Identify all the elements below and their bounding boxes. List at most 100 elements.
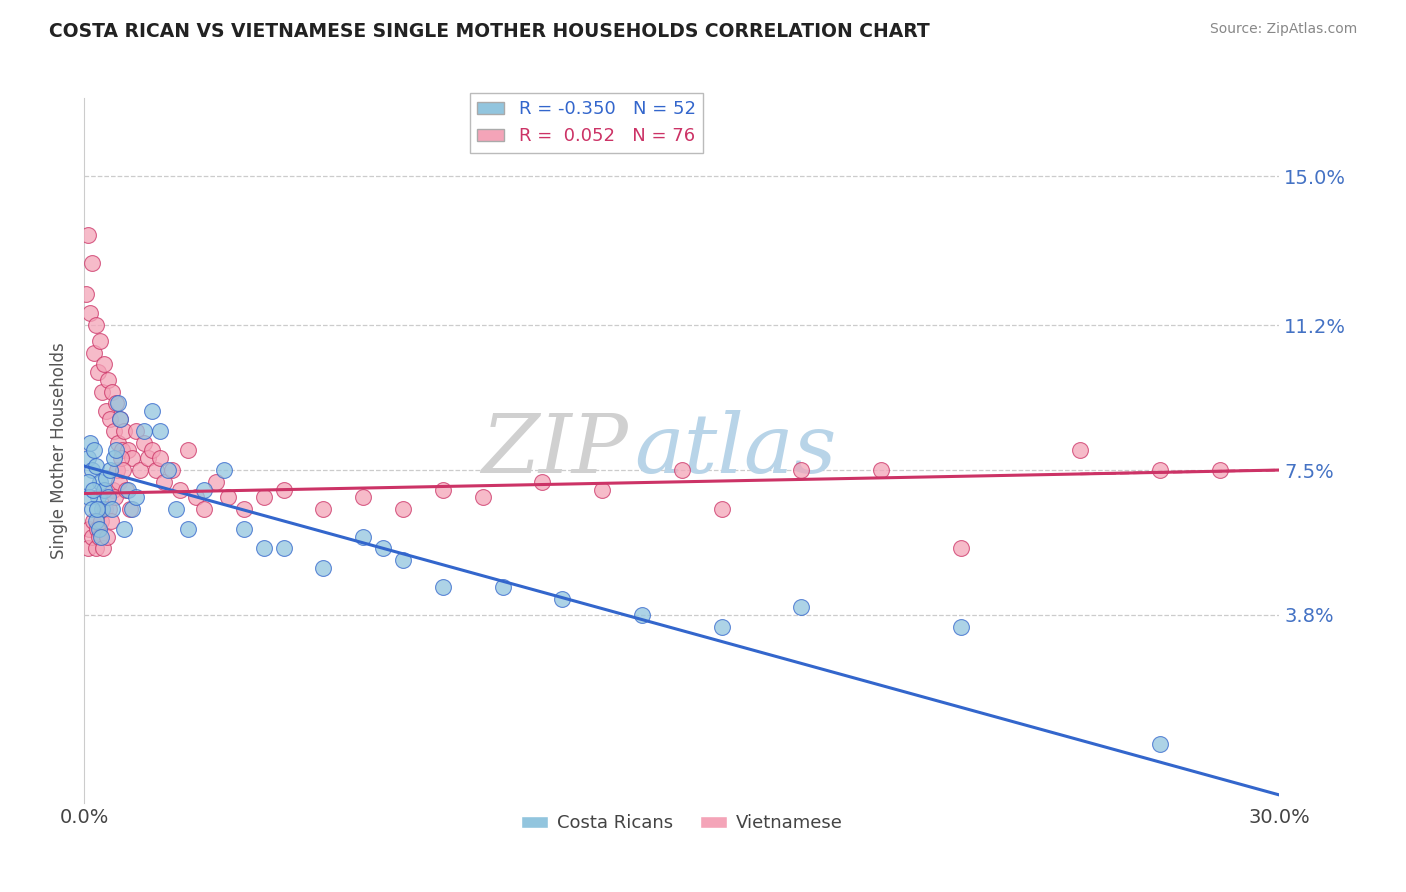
Point: [184, 491, 207, 505]
Point: [169, 483, 191, 497]
Point: [83, 443, 105, 458]
Text: ZIP: ZIP: [481, 410, 628, 491]
Point: [89, 334, 111, 348]
Legend: Costa Ricans, Vietnamese: Costa Ricans, Vietnamese: [513, 807, 851, 839]
Point: [89, 475, 111, 489]
Point: [193, 483, 215, 497]
Point: [89, 530, 111, 544]
Point: [107, 435, 129, 450]
Point: [93, 541, 115, 556]
Point: [86, 522, 108, 536]
Point: [273, 541, 295, 556]
Point: [136, 451, 159, 466]
Point: [91, 384, 114, 399]
Point: [120, 502, 142, 516]
Point: [84, 541, 107, 556]
Point: [117, 483, 139, 497]
Point: [177, 443, 200, 458]
Point: [76, 541, 98, 556]
Point: [253, 541, 276, 556]
Point: [121, 451, 143, 466]
Point: [82, 463, 104, 477]
Point: [392, 502, 415, 516]
Point: [105, 443, 128, 458]
Point: [352, 530, 374, 544]
Point: [104, 491, 127, 505]
Point: [87, 365, 110, 379]
Point: [153, 475, 176, 489]
Point: [129, 463, 152, 477]
Point: [232, 502, 254, 516]
Point: [1149, 737, 1171, 751]
Point: [84, 514, 107, 528]
Point: [110, 451, 132, 466]
Point: [710, 619, 733, 633]
Point: [373, 541, 395, 556]
Point: [103, 451, 125, 466]
Point: [132, 424, 156, 438]
Point: [110, 412, 132, 426]
Point: [77, 491, 100, 505]
Point: [82, 483, 104, 497]
Point: [112, 463, 135, 477]
Point: [93, 483, 115, 497]
Point: [96, 530, 118, 544]
Point: [790, 463, 813, 477]
Point: [710, 502, 733, 516]
Point: [91, 502, 114, 516]
Point: [160, 463, 183, 477]
Point: [870, 463, 893, 477]
Point: [492, 581, 515, 595]
Point: [76, 475, 98, 489]
Point: [86, 318, 108, 333]
Point: [117, 443, 139, 458]
Point: [110, 412, 132, 426]
Point: [77, 451, 100, 466]
Point: [107, 396, 129, 410]
Point: [141, 443, 163, 458]
Point: [79, 435, 101, 450]
Point: [790, 600, 813, 615]
Point: [105, 396, 128, 410]
Point: [141, 404, 163, 418]
Point: [551, 592, 574, 607]
Point: [89, 522, 111, 536]
Point: [86, 502, 108, 516]
Point: [94, 502, 117, 516]
Point: [105, 463, 128, 477]
Point: [96, 471, 118, 485]
Point: [352, 491, 374, 505]
Point: [100, 514, 122, 528]
Point: [79, 306, 101, 320]
Point: [671, 463, 693, 477]
Point: [82, 255, 104, 269]
Point: [177, 522, 200, 536]
Point: [125, 491, 148, 505]
Point: [86, 459, 108, 474]
Point: [273, 483, 295, 497]
Point: [101, 502, 124, 516]
Point: [80, 502, 103, 516]
Point: [83, 345, 105, 359]
Point: [312, 502, 335, 516]
Point: [80, 530, 103, 544]
Point: [591, 483, 613, 497]
Point: [149, 451, 172, 466]
Point: [253, 491, 276, 505]
Point: [112, 522, 135, 536]
Point: [193, 502, 215, 516]
Point: [121, 502, 143, 516]
Point: [149, 424, 172, 438]
Point: [392, 553, 415, 567]
Point: [145, 463, 167, 477]
Point: [471, 491, 494, 505]
Point: [312, 561, 335, 575]
Point: [205, 475, 228, 489]
Point: [96, 404, 118, 418]
Point: [98, 412, 121, 426]
Point: [75, 286, 97, 301]
Point: [1069, 443, 1091, 458]
Point: [232, 522, 254, 536]
Point: [432, 483, 454, 497]
Point: [125, 424, 148, 438]
